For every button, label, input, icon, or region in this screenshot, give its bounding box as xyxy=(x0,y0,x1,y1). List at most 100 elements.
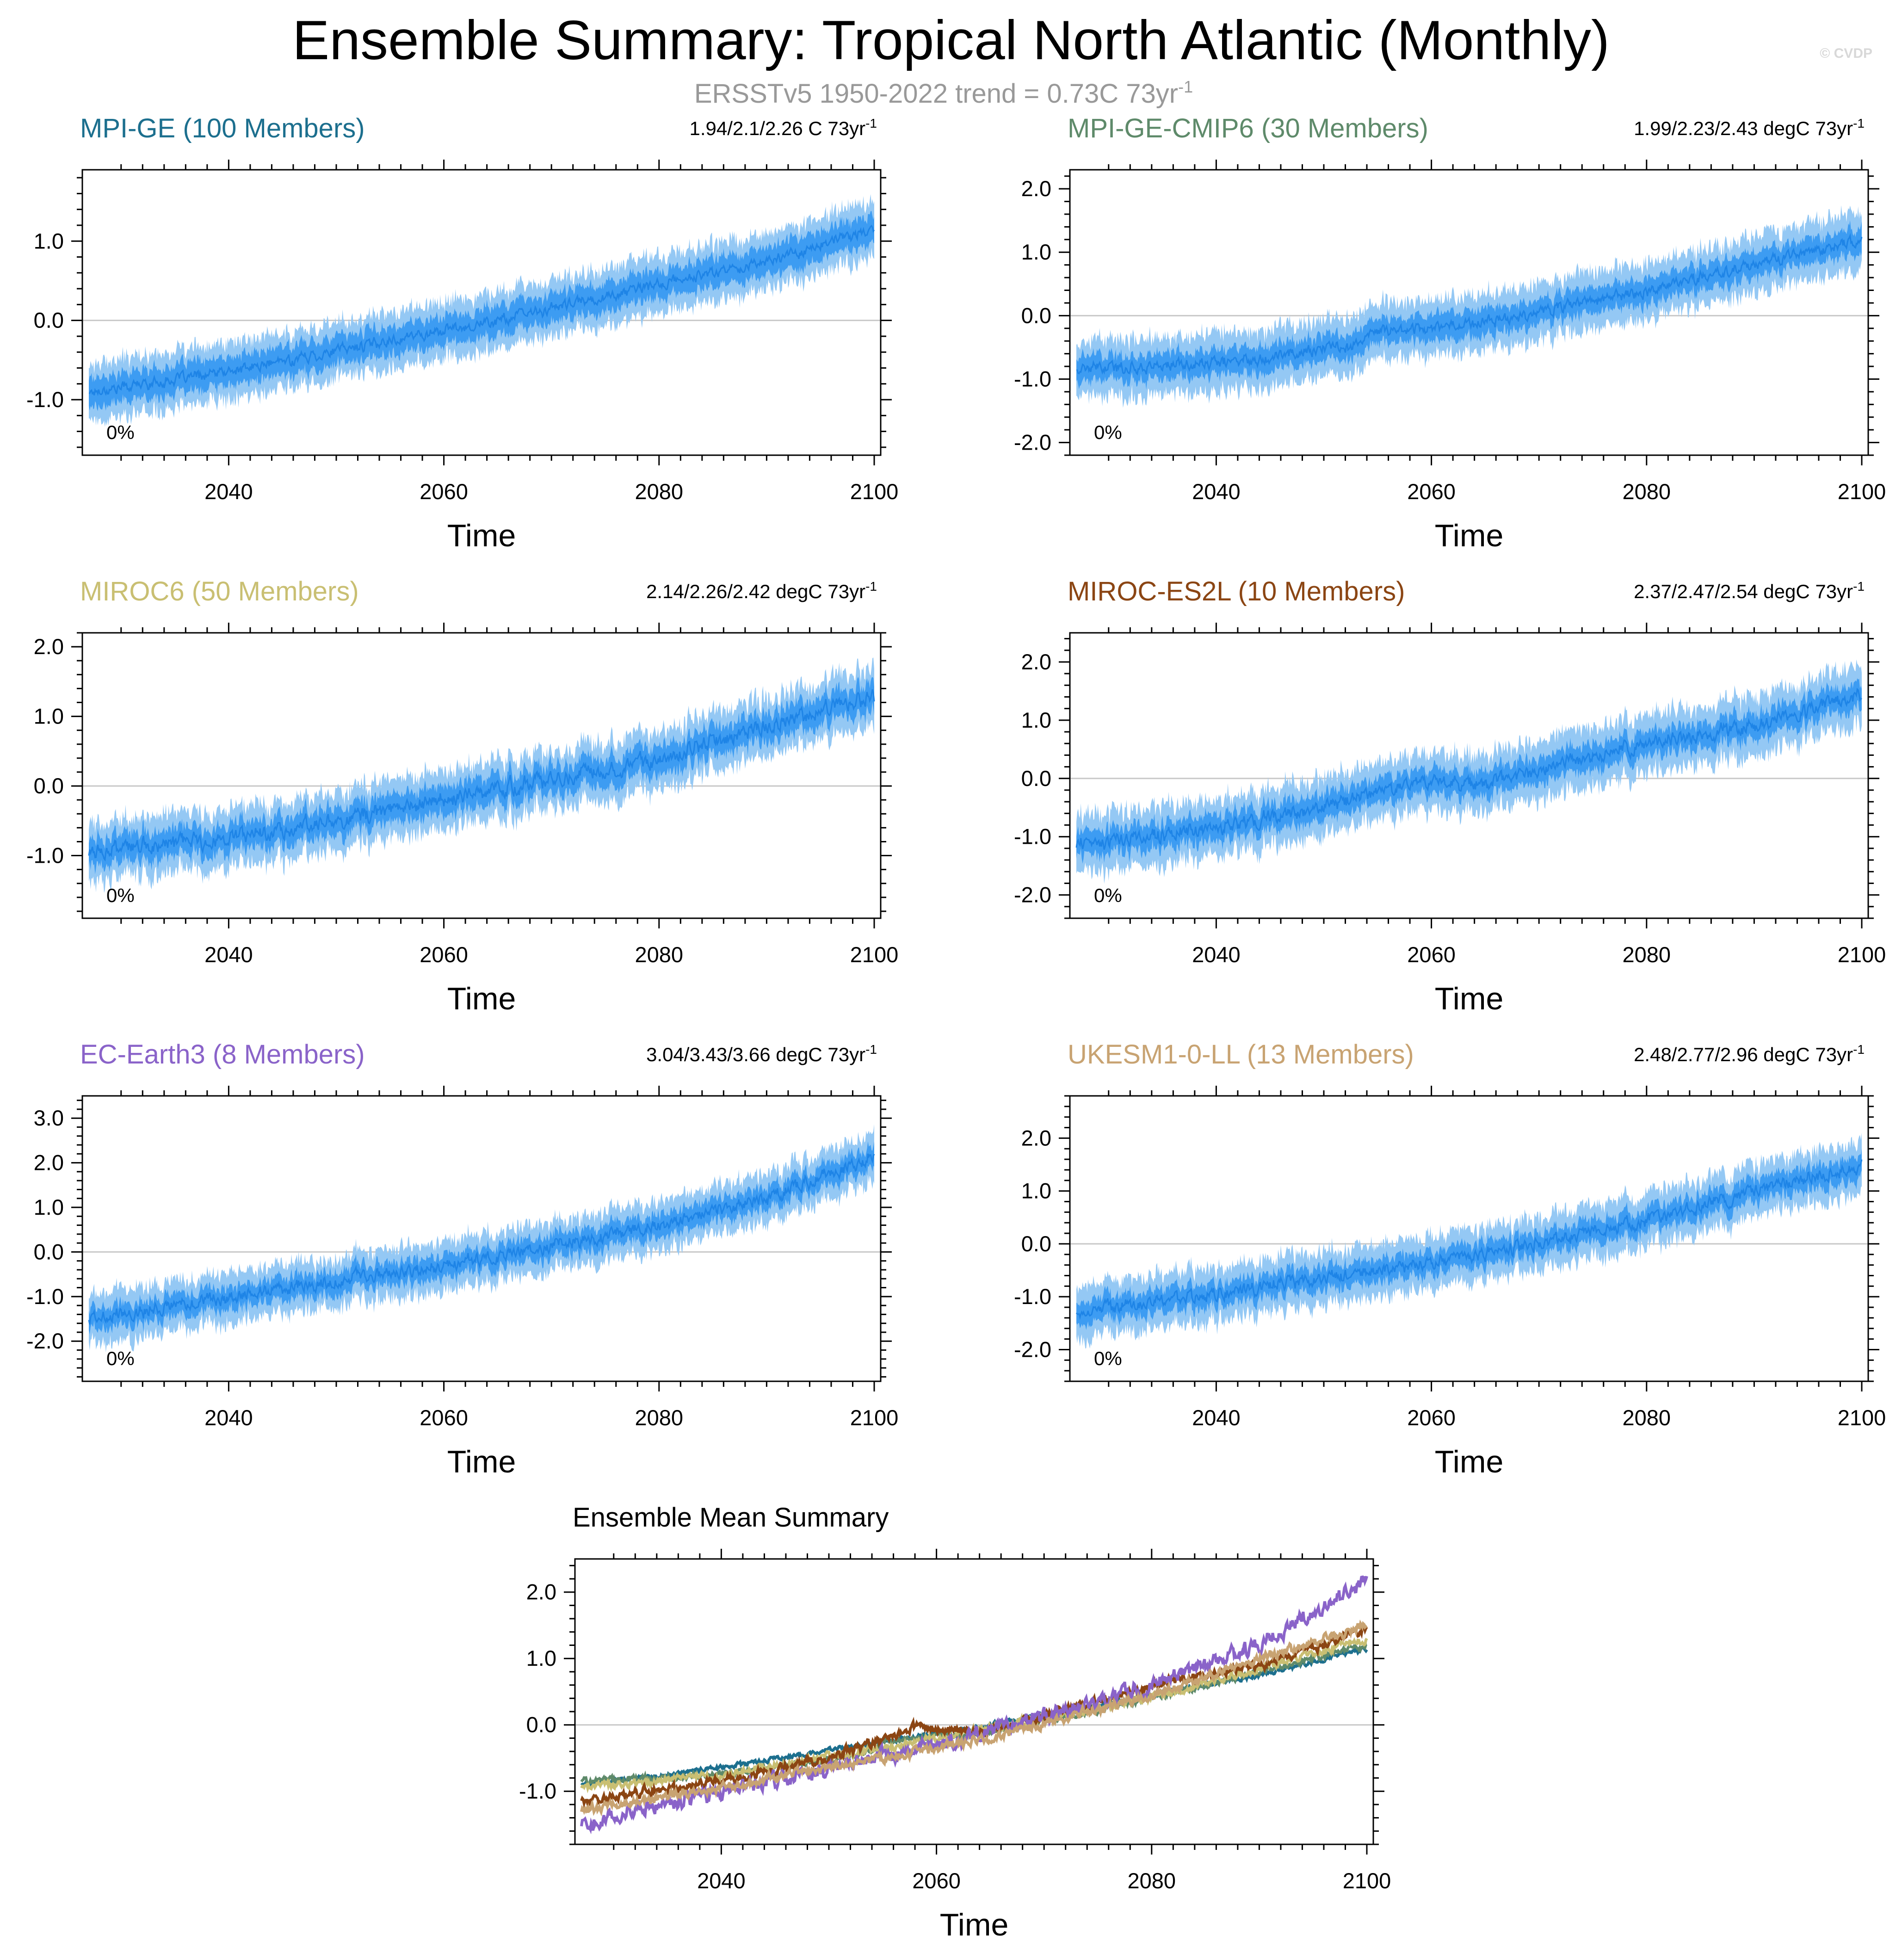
x-tick-label: 2040 xyxy=(204,479,253,504)
plot-frame xyxy=(81,169,882,456)
panels: MPI-GE (100 Members) 1.94/2.1/2.26 C 73yr… xyxy=(26,113,1886,1942)
x-tick-label: 2040 xyxy=(697,1868,746,1893)
figure-subtitle-text: ERSSTv5 1950-2022 trend = 0.73C 73yr xyxy=(694,79,1178,109)
y-tick-label: -1.0 xyxy=(1014,1284,1051,1309)
x-tick-label: 2080 xyxy=(1623,479,1671,504)
x-axis-label: Time xyxy=(1435,981,1504,1016)
panel-title: EC-Earth3 (8 Members) xyxy=(80,1039,365,1070)
x-tick-label: 2040 xyxy=(1192,1405,1241,1430)
panel-5: EC-Earth3 (8 Members) 3.04/3.43/3.66 degC… xyxy=(26,1039,898,1479)
x-tick-label: 2080 xyxy=(635,479,684,504)
series-line-6 xyxy=(580,1620,1368,1817)
y-tick-label: -1.0 xyxy=(26,387,64,412)
data-layer xyxy=(580,1575,1368,1835)
panel-title: MIROC-ES2L (10 Members) xyxy=(1068,576,1405,606)
y-tick-label: 1.0 xyxy=(526,1646,556,1670)
x-tick-label: 2100 xyxy=(850,479,899,504)
credit-label: © CVDP xyxy=(1820,46,1872,61)
y-tick-label: 1.0 xyxy=(1021,1179,1051,1203)
ensemble-mean-line xyxy=(1075,1159,1863,1320)
y-tick-label: 0.0 xyxy=(34,773,64,798)
x-tick-label: 2040 xyxy=(1192,942,1241,967)
ensemble-iqr-band xyxy=(1076,678,1862,864)
figure-subtitle-sup: -1 xyxy=(1178,77,1193,96)
y-tick-label: 0.0 xyxy=(1021,766,1051,791)
y-tick-label: 0.0 xyxy=(1021,1231,1051,1256)
data-layer xyxy=(88,1124,875,1353)
x-tick-label: 2040 xyxy=(204,1405,253,1430)
trend-label-text: 2.14/2.26/2.42 degC 73yr xyxy=(646,581,865,602)
y-tick-label: 2.0 xyxy=(526,1580,556,1604)
y-tick-label: -1.0 xyxy=(1014,824,1051,849)
x-tick-label: 2080 xyxy=(635,1405,684,1430)
y-tick-label: 2.0 xyxy=(1021,176,1051,201)
y-tick-label: 1.0 xyxy=(34,1195,64,1219)
ensemble-iqr-band xyxy=(89,677,874,874)
ensemble-mean-line xyxy=(88,224,875,396)
y-tick-label: 0.0 xyxy=(34,308,64,333)
panel-title: UKESM1-0-LL (13 Members) xyxy=(1068,1039,1414,1070)
figure-subtitle: ERSSTv5 1950-2022 trend = 0.73C 73yr-1 xyxy=(694,77,1193,109)
panel-1: MPI-GE (100 Members) 1.94/2.1/2.26 C 73yr… xyxy=(26,113,898,553)
ensemble-mean-line xyxy=(88,689,875,862)
data-layer xyxy=(1075,1132,1863,1349)
y-tick-label: 2.0 xyxy=(1021,1125,1051,1150)
x-tick-label: 2060 xyxy=(912,1868,961,1893)
trend-label: 1.94/2.1/2.26 C 73yr-1 xyxy=(690,116,877,139)
plot-frame xyxy=(81,1095,882,1382)
y-tick-label: -1.0 xyxy=(519,1779,556,1803)
x-tick-label: 2100 xyxy=(850,942,899,967)
percent-label: 0% xyxy=(106,1348,135,1369)
plot-frame xyxy=(1069,632,1869,919)
trend-label-sup: -1 xyxy=(1853,579,1865,594)
trend-label-sup: -1 xyxy=(865,116,877,130)
trend-label-text: 2.48/2.77/2.96 degC 73yr xyxy=(1634,1044,1853,1065)
y-tick-label: -1.0 xyxy=(1014,366,1051,391)
y-tick-label: -2.0 xyxy=(1014,430,1051,455)
y-tick-label: 1.0 xyxy=(34,704,64,729)
ensemble-iqr-band xyxy=(89,1141,874,1335)
x-tick-label: 2100 xyxy=(1838,479,1886,504)
y-tick-label: 0.0 xyxy=(34,1239,64,1264)
y-tick-label: -2.0 xyxy=(1014,883,1051,907)
series-line-5 xyxy=(580,1575,1368,1835)
x-tick-label: 2100 xyxy=(850,1405,899,1430)
percent-label: 0% xyxy=(106,884,135,906)
x-axis-label: Time xyxy=(447,981,516,1016)
data-layer xyxy=(88,194,875,427)
x-tick-label: 2100 xyxy=(1343,1868,1391,1893)
trend-label: 1.99/2.23/2.43 degC 73yr-1 xyxy=(1634,116,1865,139)
data-layer xyxy=(1075,659,1863,884)
y-tick-label: -2.0 xyxy=(26,1329,64,1353)
y-tick-label: -1.0 xyxy=(26,1284,64,1309)
y-tick-label: 1.0 xyxy=(1021,708,1051,732)
x-axis-label: Time xyxy=(1435,518,1504,553)
trend-label: 2.48/2.77/2.96 degC 73yr-1 xyxy=(1634,1042,1865,1065)
x-axis-label: Time xyxy=(447,518,516,553)
y-tick-label: -1.0 xyxy=(26,843,64,868)
x-tick-label: 2060 xyxy=(1407,942,1456,967)
panel-3: MIROC6 (50 Members) 2.14/2.26/2.42 degC 7… xyxy=(26,576,898,1016)
plot-frame xyxy=(1069,169,1869,456)
trend-label-sup: -1 xyxy=(1853,1042,1865,1057)
panel-title: MIROC6 (50 Members) xyxy=(80,576,359,606)
panel-2: MPI-GE-CMIP6 (30 Members) 1.99/2.23/2.43 … xyxy=(1014,113,1886,553)
data-layer xyxy=(88,657,875,893)
trend-label-text: 1.99/2.23/2.43 degC 73yr xyxy=(1634,117,1853,139)
x-tick-label: 2060 xyxy=(1407,1405,1456,1430)
trend-label-sup: -1 xyxy=(1853,116,1865,130)
x-axis-label: Time xyxy=(447,1444,516,1479)
figure-title: Ensemble Summary: Tropical North Atlanti… xyxy=(292,9,1610,71)
x-tick-label: 2080 xyxy=(1623,942,1671,967)
panel-title: MPI-GE-CMIP6 (30 Members) xyxy=(1068,113,1428,143)
trend-label-text: 2.37/2.47/2.54 degC 73yr xyxy=(1634,581,1853,602)
panel-4: MIROC-ES2L (10 Members) 2.37/2.47/2.54 de… xyxy=(1014,576,1886,1016)
percent-label: 0% xyxy=(106,421,135,443)
panel-title: MPI-GE (100 Members) xyxy=(80,113,365,143)
ensemble-mean-line xyxy=(88,1153,875,1325)
y-tick-label: 0.0 xyxy=(526,1713,556,1737)
data-layer xyxy=(1076,205,1863,408)
x-tick-label: 2060 xyxy=(420,942,468,967)
ensemble-range-band xyxy=(89,1124,874,1353)
